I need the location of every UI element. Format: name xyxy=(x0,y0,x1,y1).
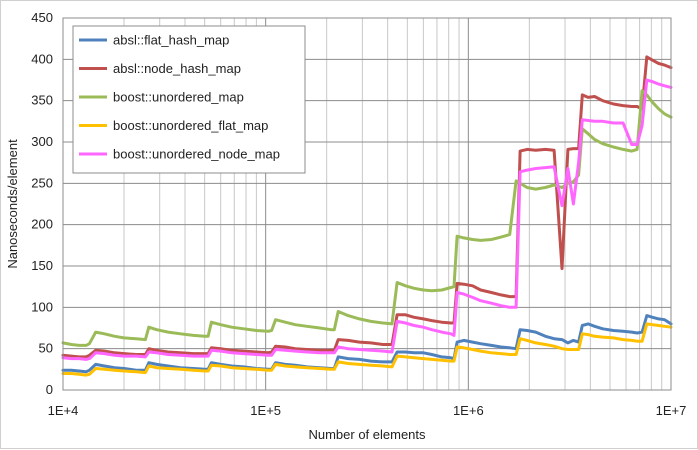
series-line xyxy=(61,322,673,377)
x-tick-label: 1E+5 xyxy=(250,403,281,418)
y-tick-label: 350 xyxy=(31,93,53,108)
legend-label: boost::unordered_node_map xyxy=(113,147,280,162)
legend-label: boost::unordered_map xyxy=(113,90,244,105)
x-axis-title: Number of elements xyxy=(308,427,426,442)
legend-label: absl::flat_hash_map xyxy=(113,33,229,48)
legend-box xyxy=(72,25,306,174)
x-tick-label: 1E+6 xyxy=(453,403,484,418)
y-tick-label: 50 xyxy=(39,341,53,356)
x-tick-label: 1E+7 xyxy=(656,403,687,418)
y-tick-label: 450 xyxy=(31,10,53,25)
y-tick-label: 150 xyxy=(31,258,53,273)
y-tick-label: 200 xyxy=(31,217,53,232)
series-line xyxy=(61,314,673,374)
series-line xyxy=(61,89,673,347)
y-tick-label: 0 xyxy=(46,382,53,397)
series-line xyxy=(61,78,673,361)
y-tick-label: 100 xyxy=(31,299,53,314)
legend-label: boost::unordered_flat_map xyxy=(113,118,268,133)
x-tick-label: 1E+4 xyxy=(48,403,79,418)
legend-label: absl::node_hash_map xyxy=(113,61,241,76)
y-tick-label: 300 xyxy=(31,134,53,149)
series-lines xyxy=(61,55,673,377)
axes: 0 50 100 150 200 250 300 350 400 450 1E+4 1E+5 1E+6 1… xyxy=(31,10,686,418)
y-tick-label: 250 xyxy=(31,175,53,190)
y-axis-title: Nanoseconds/element xyxy=(5,139,20,269)
y-tick-label: 400 xyxy=(31,51,53,66)
plot-area-border xyxy=(62,17,672,391)
series-line xyxy=(61,55,673,359)
legend: absl::flat_hash_mapabsl::node_hash_mapbo… xyxy=(72,25,306,174)
